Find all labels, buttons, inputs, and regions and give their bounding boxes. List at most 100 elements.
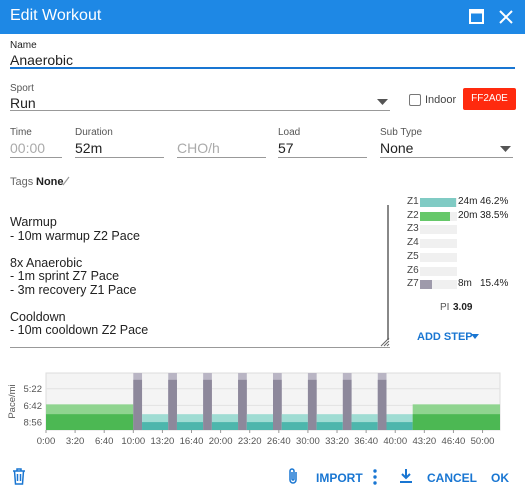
zone-time: 8m xyxy=(458,278,472,290)
y-tick-label: 5:22 xyxy=(24,384,43,395)
pi-value: 3.09 xyxy=(453,302,473,313)
step-bar xyxy=(273,379,282,430)
step-bar xyxy=(281,422,308,430)
step-bar xyxy=(307,379,317,430)
step-bar xyxy=(133,379,143,430)
indoor-label: Indoor xyxy=(425,94,457,106)
tags-label: Tags xyxy=(10,176,34,188)
description-paragraph: Warmup - 10m warmup Z2 Pace xyxy=(10,215,388,243)
x-tick-label: 26:40 xyxy=(267,436,291,447)
name-input[interactable]: Anaerobic xyxy=(10,52,74,68)
description-paragraph: Cooldown - 10m cooldown Z2 Pace xyxy=(10,309,388,338)
attach-icon[interactable] xyxy=(287,467,299,485)
duration-label: Duration xyxy=(75,127,113,138)
indoor-checkbox[interactable] xyxy=(409,94,421,106)
subtype-select[interactable]: None xyxy=(380,140,414,156)
zone-label: Z5 xyxy=(407,250,419,262)
zone-label: Z2 xyxy=(407,209,419,221)
zone-label: Z1 xyxy=(407,196,419,207)
pi-label: PI xyxy=(440,302,450,313)
cho-underline xyxy=(177,157,266,158)
delete-icon[interactable] xyxy=(12,468,26,485)
x-tick-label: 10:00 xyxy=(121,436,145,447)
maximize-icon[interactable] xyxy=(468,8,486,26)
step-bar xyxy=(176,422,204,430)
load-label: Load xyxy=(278,127,301,138)
x-tick-label: 6:40 xyxy=(95,436,114,447)
ok-button[interactable]: OK xyxy=(491,471,509,485)
edit-icon[interactable] xyxy=(62,176,70,186)
step-bar xyxy=(316,422,343,430)
duration-input[interactable]: 52m xyxy=(75,140,103,156)
description-line: Warmup xyxy=(10,215,57,229)
step-bar xyxy=(386,422,413,430)
description-line: - 10m warmup Z2 Pace xyxy=(10,228,140,243)
zone-percent: 15.4% xyxy=(480,278,509,290)
description-line: - 3m recovery Z1 Pace xyxy=(10,282,137,297)
sport-underline xyxy=(10,110,390,111)
color-button[interactable]: FF2A0E xyxy=(463,88,516,110)
tags-value[interactable]: None xyxy=(36,176,64,188)
time-label: Time xyxy=(10,127,32,138)
load-underline xyxy=(278,157,367,158)
x-tick-label: 36:40 xyxy=(354,436,378,447)
description-line: Cooldown xyxy=(10,309,66,324)
sport-label: Sport xyxy=(10,83,34,94)
header xyxy=(0,0,525,34)
zone-track xyxy=(420,252,457,262)
more-icon[interactable] xyxy=(372,469,378,485)
cancel-button[interactable]: CANCEL xyxy=(427,471,477,485)
cho-input[interactable]: CHO/h xyxy=(177,140,220,156)
description-paragraph: 8x Anaerobic - 1m sprint Z7 Pace - 3m reco… xyxy=(10,255,388,298)
step-bar xyxy=(412,414,500,430)
step-bar xyxy=(238,379,247,430)
y-tick-label: 6:42 xyxy=(24,401,43,412)
step-bar xyxy=(211,422,239,430)
add-step-button[interactable]: ADD STEP xyxy=(417,331,473,343)
close-icon[interactable] xyxy=(497,8,515,26)
step-bar xyxy=(351,422,378,430)
scrollbar xyxy=(387,205,389,340)
zone-bar xyxy=(420,198,457,207)
x-tick-label: 40:00 xyxy=(383,436,407,447)
zone-track xyxy=(420,280,457,290)
description-line: - 10m cooldown Z2 Pace xyxy=(10,323,149,337)
step-bar xyxy=(246,422,273,430)
name-underline xyxy=(10,67,515,69)
step-bar xyxy=(142,422,169,430)
zone-time: 24m xyxy=(458,196,478,207)
sport-select[interactable]: Run xyxy=(10,95,36,111)
description-line: 8x Anaerobic xyxy=(10,255,83,270)
x-tick-label: 46:40 xyxy=(442,436,466,447)
x-tick-label: 20:00 xyxy=(209,436,233,447)
time-input[interactable]: 00:00 xyxy=(10,140,46,156)
x-tick-label: 33:20 xyxy=(325,436,349,447)
load-input[interactable]: 57 xyxy=(278,140,294,156)
zone-time: 20m xyxy=(458,209,478,221)
dropdown-arrow xyxy=(471,334,479,339)
step-bar xyxy=(46,414,134,430)
x-tick-label: 23:20 xyxy=(238,436,262,447)
zone-bar xyxy=(420,211,451,221)
workout-chart: 5:22 6:42 8:56 0:00 3:20 6:40 10:00 13:20 16:40 2… xyxy=(7,372,501,447)
time-underline xyxy=(10,157,62,158)
description-textarea[interactable]: Warmup - 10m warmup Z2 Pace 8x Anaerobic - … xyxy=(10,215,388,351)
zone-label: Z7 xyxy=(407,278,419,290)
y-tick-label: 8:56 xyxy=(24,418,43,429)
subtype-underline xyxy=(380,157,513,158)
zone-track xyxy=(420,225,457,235)
x-tick-label: 30:00 xyxy=(296,436,320,447)
description-underline xyxy=(10,347,390,348)
x-tick-label: 3:20 xyxy=(66,436,85,447)
dropdown-arrow xyxy=(500,146,511,152)
zone-percent: 46.2% xyxy=(480,196,509,207)
x-tick-label: 43:20 xyxy=(412,436,436,447)
import-button[interactable]: IMPORT xyxy=(316,471,363,485)
step-bar xyxy=(342,379,352,430)
zone-track xyxy=(420,266,457,276)
zone-label: Z3 xyxy=(407,223,419,235)
download-icon[interactable] xyxy=(399,469,413,484)
step-bar xyxy=(377,379,387,430)
zone-percent: 38.5% xyxy=(480,209,509,221)
